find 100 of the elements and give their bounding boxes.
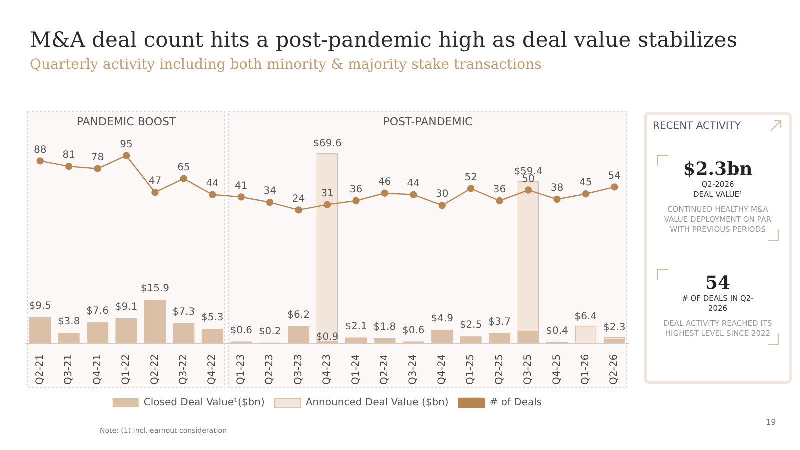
data-label: 36: [493, 184, 506, 196]
bar: [288, 326, 310, 344]
data-label: 47: [148, 176, 162, 188]
text: 19: [766, 418, 776, 427]
point: [611, 184, 618, 191]
text: RECENT ACTIVITY: [653, 120, 742, 132]
point: [381, 190, 389, 197]
legend-label: Announced Deal Value ($bn): [306, 398, 449, 409]
data-label: 41: [234, 180, 248, 192]
point: [238, 194, 245, 201]
data-label: $0.2: [258, 326, 282, 338]
x-tick-label: Q3-25: [523, 354, 534, 386]
x-tick-label: Q4-24: [436, 354, 448, 386]
x-tick-label: Q1-22: [121, 354, 132, 386]
bar: [30, 317, 52, 344]
point: [582, 190, 590, 198]
point: [554, 196, 561, 204]
bar: [144, 300, 166, 344]
x-tick-label: Q4-25: [552, 354, 563, 386]
chart-title: M&A deal count hits a post-pandemic high as deal value stabilizes: [30, 28, 738, 52]
data-label: 45: [580, 178, 592, 189]
data-label: 88: [34, 144, 47, 156]
data-label: $3.7: [488, 316, 511, 328]
point: [65, 162, 73, 170]
bar: [489, 333, 511, 344]
bar: [202, 328, 224, 344]
bar: [58, 333, 80, 344]
data-label: $5.3: [202, 312, 224, 324]
data-label: $2.5: [460, 320, 482, 332]
data-label: $15.9: [140, 284, 170, 295]
data-label: $4.9: [431, 314, 454, 325]
point: [180, 175, 188, 182]
x-tick-label: Q2-26: [609, 354, 620, 386]
data-label: 52: [464, 172, 478, 184]
x-tick-label: Q2-24: [380, 354, 391, 386]
text: $2.3bn: [682, 158, 754, 180]
data-label: $0.4: [546, 326, 568, 337]
total-label: $69.6: [313, 138, 342, 150]
bar: [460, 336, 482, 344]
point: [209, 191, 216, 198]
x-tick-label: Q2-22: [150, 354, 161, 386]
x-tick-label: Q3-21: [64, 354, 75, 386]
data-label: 24: [292, 194, 306, 205]
point: [352, 197, 360, 205]
point: [496, 197, 504, 205]
data-label: 36: [350, 184, 363, 196]
total-label: $6.4: [574, 312, 598, 323]
data-label: 46: [378, 176, 392, 188]
x-tick-label: Q1-26: [580, 354, 592, 386]
band-label: PANDEMIC BOOST: [76, 115, 176, 128]
point: [266, 198, 274, 206]
x-tick-label: Q1-23: [236, 354, 247, 386]
bar: [173, 323, 195, 344]
data-label: 44: [407, 178, 420, 190]
data-label: $7.6: [86, 306, 109, 318]
bar: [374, 338, 396, 344]
point: [438, 202, 446, 210]
x-tick-label: Q3-24: [408, 354, 420, 386]
data-label: 31: [321, 188, 334, 200]
data-label: $3.8: [58, 316, 80, 328]
point: [152, 188, 159, 196]
data-label: $0.6: [230, 325, 252, 336]
x-tick-label: Q1-24: [350, 354, 362, 386]
data-label: 44: [206, 178, 220, 190]
x-tick-label: Q2-25: [494, 354, 506, 386]
point: [410, 191, 418, 198]
bar: [87, 322, 109, 344]
data-label: $1.8: [374, 322, 396, 334]
bar: [345, 338, 367, 344]
bar: [116, 318, 138, 344]
data-label: $9.5: [29, 301, 52, 312]
point: [467, 185, 475, 192]
point: [122, 152, 130, 160]
data-label: 95: [120, 139, 133, 150]
point: [324, 201, 332, 208]
band-label: POST-PANDEMIC: [383, 115, 474, 128]
data-label: $7.3: [172, 307, 196, 318]
legend-label: # of Deals: [490, 398, 542, 409]
text: 54: [704, 272, 732, 294]
bar: [604, 339, 626, 344]
x-tick-label: Q2-23: [264, 354, 276, 386]
point: [94, 165, 102, 172]
data-label: 54: [608, 170, 622, 182]
data-label: $2.1: [345, 321, 368, 332]
data-label: 50: [522, 174, 535, 185]
data-label: 65: [178, 162, 190, 174]
legend-label: Closed Deal Value¹($bn): [144, 398, 265, 409]
data-label: $0.6: [402, 325, 425, 336]
bar: [432, 330, 454, 344]
point: [524, 186, 532, 194]
x-tick-label: Q3-22: [178, 354, 190, 386]
data-label: 78: [91, 152, 104, 164]
data-label: 81: [62, 150, 76, 162]
data-label: $9.1: [115, 302, 138, 314]
total-label: $2.3: [604, 322, 626, 334]
x-tick-label: Q4-22: [207, 354, 218, 386]
point: [36, 158, 44, 165]
x-tick-label: Q3-23: [293, 354, 304, 386]
data-label: 38: [550, 183, 564, 194]
chart-subtitle: Quarterly activity including both minority & majority stake transactions: [30, 57, 542, 73]
